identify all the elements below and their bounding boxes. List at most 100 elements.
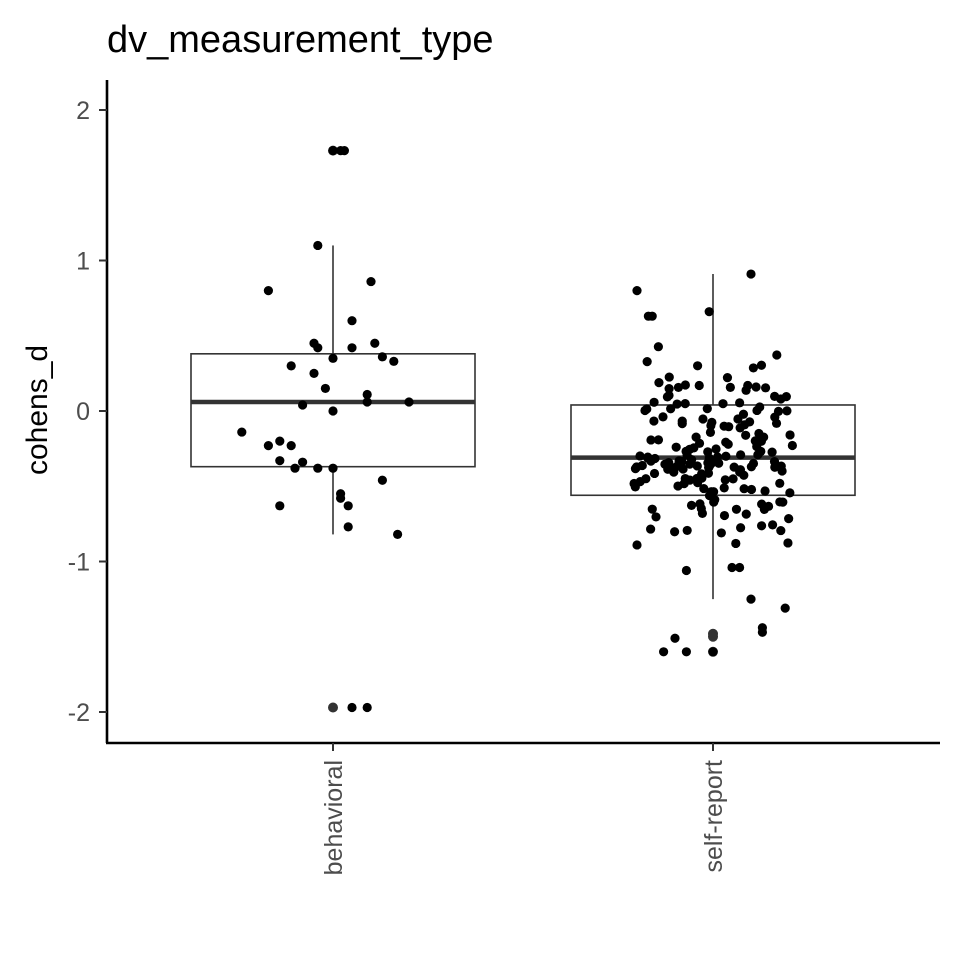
- data-point: [328, 406, 338, 416]
- data-point: [646, 524, 656, 534]
- y-tick-label: 1: [76, 248, 90, 276]
- data-point: [752, 441, 762, 452]
- data-point: [647, 311, 657, 321]
- data-point: [772, 350, 782, 360]
- data-point: [664, 457, 674, 468]
- data-point: [366, 276, 376, 287]
- data-point: [756, 521, 767, 531]
- data-point: [343, 501, 353, 511]
- data-point: [756, 360, 767, 370]
- data-point: [782, 406, 792, 416]
- data-point: [760, 383, 771, 393]
- data-point: [370, 338, 380, 348]
- data-point: [784, 514, 794, 524]
- data-point: [743, 380, 753, 391]
- data-point: [746, 484, 757, 495]
- data-point: [708, 647, 718, 657]
- data-point: [736, 523, 746, 533]
- data-point: [718, 399, 728, 409]
- jitter-points: [237, 146, 797, 713]
- data-point: [377, 352, 387, 362]
- data-point: [653, 435, 664, 445]
- data-point: [630, 464, 641, 474]
- data-point: [649, 397, 659, 407]
- data-point: [651, 512, 661, 522]
- data-point: [404, 397, 414, 407]
- data-point: [702, 404, 712, 414]
- data-point: [769, 457, 780, 467]
- data-point: [681, 647, 692, 657]
- data-point: [785, 430, 795, 440]
- data-point: [677, 416, 687, 426]
- data-point: [336, 146, 346, 156]
- data-point: [362, 389, 372, 400]
- data-point: [629, 478, 639, 489]
- data-point: [739, 420, 750, 430]
- data-point: [775, 478, 785, 488]
- x-axis-ticks: behavioral self-report: [320, 743, 728, 875]
- data-point: [650, 453, 660, 464]
- outlier-point: [708, 631, 718, 642]
- data-point: [286, 361, 296, 371]
- data-point: [389, 356, 399, 366]
- data-point: [649, 468, 660, 479]
- data-point: [728, 474, 738, 484]
- data-point: [685, 444, 695, 454]
- data-point: [290, 463, 300, 473]
- data-point: [759, 432, 769, 442]
- data-point: [755, 402, 765, 412]
- data-point: [680, 473, 690, 484]
- data-point: [681, 565, 692, 576]
- data-point: [343, 522, 353, 532]
- data-point: [309, 368, 319, 378]
- data-point: [783, 538, 793, 548]
- data-point: [706, 420, 716, 431]
- data-point: [313, 343, 323, 353]
- data-point: [746, 269, 756, 279]
- data-point: [298, 400, 308, 410]
- data-point: [768, 520, 778, 530]
- data-point: [275, 436, 285, 446]
- data-point: [731, 538, 741, 549]
- data-point: [642, 357, 652, 367]
- data-point: [682, 525, 692, 536]
- data-point: [678, 464, 688, 474]
- data-point: [759, 504, 769, 515]
- y-tick-label: -1: [68, 549, 90, 577]
- data-point: [328, 463, 338, 473]
- data-point: [666, 404, 676, 414]
- data-point: [672, 399, 682, 409]
- data-point: [716, 528, 726, 538]
- data-point: [736, 450, 746, 460]
- y-tick-label: 0: [76, 398, 90, 426]
- data-point: [328, 146, 338, 156]
- data-point: [757, 623, 768, 633]
- data-point: [640, 405, 650, 416]
- data-point: [649, 416, 659, 426]
- data-point: [771, 418, 782, 428]
- data-point: [654, 377, 664, 388]
- data-point: [781, 392, 791, 402]
- data-point: [663, 464, 673, 474]
- data-point: [719, 510, 730, 521]
- data-point: [735, 398, 745, 408]
- data-point: [670, 527, 680, 537]
- data-point: [778, 497, 788, 507]
- data-point: [377, 475, 387, 485]
- data-point: [773, 406, 784, 416]
- data-point: [662, 392, 672, 402]
- y-axis-label: cohens_d: [21, 345, 54, 475]
- data-point: [760, 486, 770, 496]
- data-point: [320, 383, 330, 394]
- y-axis-ticks: -2 -1 0 1 2: [68, 97, 107, 727]
- data-point: [751, 382, 761, 392]
- data-point: [362, 702, 372, 713]
- data-point: [347, 343, 357, 353]
- data-point: [693, 361, 703, 371]
- data-point: [776, 461, 786, 471]
- data-point: [733, 414, 743, 424]
- data-point: [694, 380, 704, 391]
- data-point: [703, 458, 713, 468]
- data-point: [347, 702, 357, 713]
